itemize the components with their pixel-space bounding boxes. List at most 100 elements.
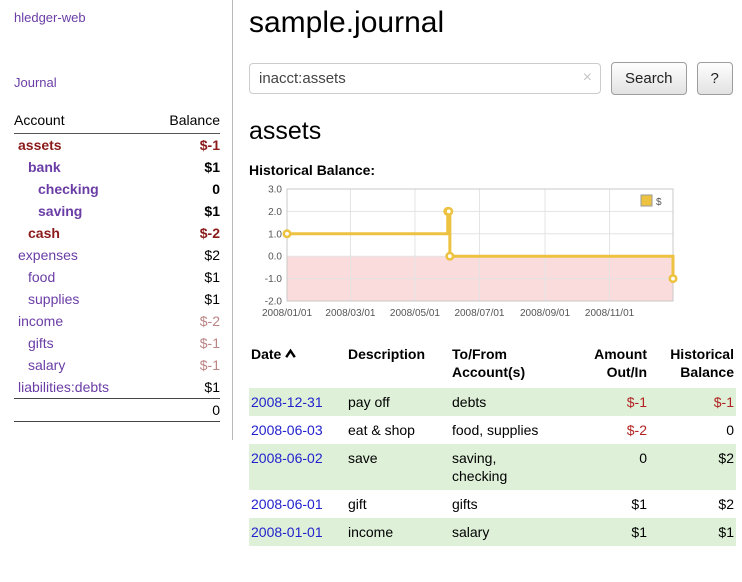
y-tick-label: 1.0 xyxy=(268,229,282,240)
data-point xyxy=(444,206,454,216)
transaction-date-link[interactable]: 2008-12-31 xyxy=(251,394,323,410)
transaction-balance: $1 xyxy=(718,524,734,540)
transaction-accounts: debts xyxy=(452,394,487,410)
account-name-cell: income xyxy=(14,310,148,332)
transaction-date-cell: 2008-06-02 xyxy=(249,444,346,490)
search-button[interactable]: Search xyxy=(611,62,687,95)
account-name-cell: salary xyxy=(14,354,148,376)
account-row: gifts $-1 xyxy=(14,332,220,354)
transaction-date-cell: 2008-06-03 xyxy=(249,416,346,444)
y-tick-label: -1.0 xyxy=(265,274,283,285)
transaction-balance: $-1 xyxy=(713,394,734,410)
clear-search-icon[interactable]: × xyxy=(582,69,592,86)
register-row[interactable]: 2008-06-02 save saving, checking 0 $2 xyxy=(249,444,736,490)
data-point xyxy=(445,251,455,261)
app-brand-link[interactable]: hledger-web xyxy=(14,10,86,25)
register-table-body: 2008-12-31 pay off debts $-1 $-1 2008-06-03 ea… xyxy=(249,388,736,546)
y-tick-label: -2.0 xyxy=(265,297,283,308)
transaction-amount: $-2 xyxy=(626,422,647,438)
y-tick-label: 0.0 xyxy=(268,252,282,263)
transaction-description: gift xyxy=(348,496,367,512)
transaction-description: save xyxy=(348,450,378,466)
y-tick-label: 2.0 xyxy=(268,207,282,218)
sidebar-account-link[interactable]: bank xyxy=(28,159,61,175)
transaction-accounts: gifts xyxy=(452,496,478,512)
account-row: cash $-2 xyxy=(14,222,220,244)
data-point xyxy=(668,274,678,284)
account-name-cell: food xyxy=(14,266,148,288)
account-row: assets $-1 xyxy=(14,134,220,157)
main-content: sample.journal × Search ? assets Histori… xyxy=(249,0,736,546)
transaction-amount: 0 xyxy=(639,450,647,466)
sidebar-account-link[interactable]: gifts xyxy=(28,335,54,351)
x-tick-label: 2008/11/01 xyxy=(585,308,635,319)
sidebar-account-link[interactable]: income xyxy=(18,313,64,329)
transaction-balance: $2 xyxy=(718,496,734,512)
account-name-cell: expenses xyxy=(14,244,148,266)
balance-header-line2: Balance xyxy=(680,364,734,380)
account-name-cell: assets xyxy=(14,134,148,157)
amount-header-line1: Amount xyxy=(594,346,647,362)
sidebar-account-balance: $-2 xyxy=(199,225,220,241)
date-header-label: Date xyxy=(251,346,282,362)
sidebar-account-link[interactable]: liabilities:debts xyxy=(18,379,110,395)
sidebar-account-link[interactable]: saving xyxy=(38,203,83,219)
transaction-accounts: saving, checking xyxy=(452,450,508,484)
account-row: salary $-1 xyxy=(14,354,220,376)
transaction-date-link[interactable]: 2008-06-01 xyxy=(251,496,323,512)
account-name-cell: bank xyxy=(14,156,148,178)
accounts-header-account: Account xyxy=(14,110,149,134)
x-tick-label: 2008/05/01 xyxy=(390,308,440,319)
sidebar-account-balance: $-1 xyxy=(199,137,220,153)
account-name-cell: liabilities:debts xyxy=(14,376,148,399)
sidebar-account-link[interactable]: checking xyxy=(38,181,99,197)
account-row: bank $1 xyxy=(14,156,220,178)
sidebar: hledger-web Journal Account Balance asse… xyxy=(0,0,233,440)
legend-swatch xyxy=(640,194,653,207)
sidebar-account-link[interactable]: cash xyxy=(28,225,60,241)
accounts-header-line1: To/From xyxy=(452,346,507,362)
sidebar-account-link[interactable]: assets xyxy=(18,137,62,153)
sidebar-account-link[interactable]: supplies xyxy=(28,291,80,307)
transaction-balance: 0 xyxy=(726,422,734,438)
register-row[interactable]: 2008-12-31 pay off debts $-1 $-1 xyxy=(249,388,736,416)
sidebar-account-link[interactable]: food xyxy=(28,269,56,285)
help-button[interactable]: ? xyxy=(696,62,733,95)
account-name-cell: checking xyxy=(14,178,148,200)
transaction-amount: $1 xyxy=(631,496,647,512)
sidebar-account-link[interactable]: salary xyxy=(28,357,66,373)
register-table: Date Description To/From Account(s) Amou… xyxy=(249,343,736,546)
nav-journal-link[interactable]: Journal xyxy=(14,75,57,90)
transaction-description: income xyxy=(348,524,394,540)
accounts-header-row: Account Balance xyxy=(14,110,220,134)
register-header-amount: Amount Out/In xyxy=(577,343,649,388)
transaction-date-link[interactable]: 2008-06-03 xyxy=(251,422,323,438)
sidebar-account-balance: $-1 xyxy=(199,357,220,373)
transaction-date-cell: 2008-12-31 xyxy=(249,388,346,416)
accounts-header-line2: Account(s) xyxy=(452,364,526,380)
sidebar-account-link[interactable]: expenses xyxy=(18,247,78,263)
register-header-description: Description xyxy=(348,346,426,362)
x-tick-label: 2008/03/01 xyxy=(325,308,375,319)
account-name-cell: gifts xyxy=(14,332,148,354)
register-row[interactable]: 2008-01-01 income salary $1 $1 xyxy=(249,518,736,546)
account-row: checking 0 xyxy=(14,178,220,200)
sidebar-account-balance: $1 xyxy=(204,291,220,307)
sidebar-account-balance: $2 xyxy=(204,247,220,263)
register-row[interactable]: 2008-06-03 eat & shop food, supplies $-2 0 xyxy=(249,416,736,444)
x-tick-label: 2008/07/01 xyxy=(454,308,504,319)
register-header-date[interactable]: Date xyxy=(249,343,346,388)
chart-title: Historical Balance: xyxy=(249,162,376,178)
transaction-date-cell: 2008-06-01 xyxy=(249,490,346,518)
transaction-date-link[interactable]: 2008-06-02 xyxy=(251,450,323,466)
transaction-accounts: salary xyxy=(452,524,490,540)
transaction-balance: $2 xyxy=(718,450,734,466)
sidebar-account-balance: $1 xyxy=(204,203,220,219)
transaction-accounts: food, supplies xyxy=(452,422,539,438)
transaction-date-link[interactable]: 2008-01-01 xyxy=(251,524,323,540)
sidebar-account-balance: $-1 xyxy=(199,335,220,351)
register-row[interactable]: 2008-06-01 gift gifts $1 $2 xyxy=(249,490,736,518)
search-input[interactable] xyxy=(249,63,601,94)
accounts-table: Account Balance assets $-1 bank $1 checking 0… xyxy=(14,110,220,422)
